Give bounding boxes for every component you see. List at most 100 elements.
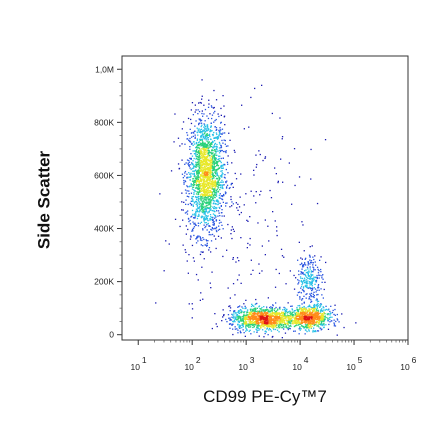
event-dot: [201, 95, 203, 97]
event-dot: [174, 113, 176, 115]
event-dot: [334, 304, 336, 306]
event-dot: [212, 190, 215, 193]
event-dot: [293, 322, 295, 324]
event-dot: [322, 314, 324, 316]
event-dot: [255, 191, 257, 193]
event-dot: [204, 151, 206, 153]
event-dot: [210, 218, 212, 221]
event-dot: [197, 159, 199, 161]
event-dot: [230, 184, 232, 186]
event-dot: [244, 335, 246, 337]
event-dot: [280, 318, 282, 320]
event-dot: [266, 318, 269, 320]
event-dot: [202, 162, 205, 165]
event-dot: [197, 211, 199, 213]
event-dot: [232, 333, 234, 336]
event-dot: [206, 134, 208, 136]
event-dot: [183, 175, 186, 177]
event-dot: [213, 155, 215, 157]
event-dot: [316, 318, 319, 321]
event-dot: [205, 193, 207, 195]
event-dot: [199, 203, 201, 205]
event-dot: [289, 321, 291, 323]
event-dot: [263, 325, 266, 327]
event-dot: [212, 161, 214, 163]
event-dot: [303, 286, 305, 288]
event-dot: [314, 316, 317, 318]
event-dot: [197, 165, 199, 168]
event-dot: [286, 315, 289, 318]
event-dot: [209, 160, 211, 162]
event-dot: [206, 115, 208, 117]
event-dot: [319, 327, 321, 329]
event-dot: [300, 273, 302, 275]
event-dot: [209, 172, 211, 175]
event-dot: [213, 106, 215, 109]
event-dot: [306, 325, 308, 327]
event-dot: [214, 158, 216, 160]
event-dot: [315, 313, 317, 315]
event-dot: [205, 218, 207, 221]
event-dot: [204, 226, 206, 229]
event-dot: [204, 127, 206, 129]
event-dot: [283, 320, 286, 322]
event-dot: [320, 305, 322, 307]
event-dot: [301, 314, 303, 317]
event-dot: [196, 127, 198, 129]
event-dot: [211, 106, 213, 108]
event-dot: [324, 281, 326, 283]
event-dot: [215, 195, 218, 197]
event-dot: [200, 167, 202, 169]
event-dot: [241, 318, 243, 320]
event-dot: [202, 155, 204, 157]
event-dot: [222, 165, 224, 167]
event-dot: [213, 185, 215, 187]
event-dot: [259, 312, 261, 314]
event-dot: [307, 327, 309, 329]
event-dot: [263, 306, 265, 308]
event-dot: [207, 179, 209, 182]
event-dot: [215, 192, 217, 194]
event-dot: [208, 151, 210, 154]
event-dot: [216, 174, 219, 176]
event-dot: [238, 312, 241, 314]
event-dot: [208, 103, 210, 105]
event-dot: [200, 165, 203, 167]
event-dot: [309, 319, 312, 321]
event-dot: [202, 158, 204, 160]
event-dot: [199, 159, 202, 162]
event-dot: [253, 311, 256, 314]
event-dot: [277, 318, 279, 320]
event-dot: [198, 110, 201, 113]
event-dot: [314, 310, 316, 312]
event-dot: [196, 209, 198, 211]
event-dot: [200, 159, 203, 162]
event-dot: [218, 152, 221, 154]
event-dot: [211, 183, 213, 185]
event-dot: [218, 158, 220, 161]
event-dot: [198, 123, 200, 126]
event-dot: [209, 157, 211, 159]
event-dot: [240, 319, 242, 321]
event-dot: [300, 287, 302, 289]
event-dot: [199, 142, 202, 144]
event-dot: [304, 315, 306, 317]
event-dot: [267, 325, 270, 328]
event-dot: [218, 129, 220, 132]
event-dot: [207, 220, 209, 222]
event-dot: [202, 146, 204, 149]
event-dot: [248, 311, 251, 314]
event-dot: [283, 317, 285, 319]
event-dot: [189, 137, 191, 140]
event-dot: [191, 136, 193, 138]
event-dot: [198, 171, 200, 173]
event-dot: [264, 156, 267, 158]
event-dot: [301, 258, 303, 260]
event-dot: [285, 325, 287, 327]
event-dot: [300, 328, 302, 330]
event-dot: [320, 271, 322, 273]
event-dot: [201, 112, 203, 115]
event-dot: [271, 323, 273, 325]
event-dot: [287, 302, 289, 304]
event-dot: [187, 217, 190, 220]
